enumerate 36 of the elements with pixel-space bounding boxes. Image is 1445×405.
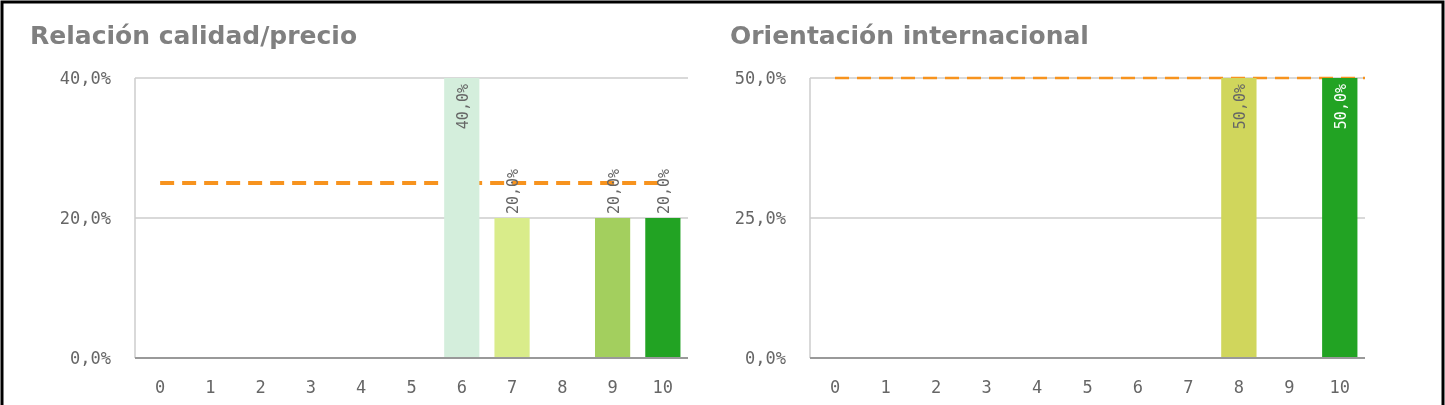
y-tick-label: 0,0% [70, 347, 111, 368]
x-tick-label: 5 [406, 377, 417, 397]
x-tick-label: 6 [456, 377, 467, 397]
x-tick-label: 1 [880, 377, 891, 397]
y-tick-label: 20,0% [59, 207, 111, 228]
x-tick-label: 8 [1233, 377, 1244, 397]
x-tick-label: 2 [255, 377, 266, 397]
y-tick-label: 50,0% [734, 67, 786, 88]
chart-title: Relación calidad/precio [30, 21, 358, 50]
chart-title: Orientación internacional [730, 21, 1089, 50]
x-tick-label: 4 [356, 377, 367, 397]
y-tick-label: 0,0% [745, 347, 786, 368]
x-tick-label: 7 [1183, 377, 1194, 397]
x-tick-label: 0 [155, 377, 166, 397]
data-label: 40,0% [453, 84, 472, 130]
x-tick-label: 6 [1132, 377, 1144, 397]
x-tick-label: 7 [506, 377, 518, 397]
x-tick-label: 9 [607, 377, 618, 397]
data-label: 20,0% [504, 168, 523, 214]
y-tick-label: 25,0% [734, 207, 786, 228]
x-tick-label: 9 [1284, 377, 1295, 397]
x-tick-label: 10 [1329, 377, 1351, 397]
x-tick-label: 2 [931, 377, 942, 397]
x-tick-label: 3 [305, 377, 317, 397]
y-tick-label: 40,0% [59, 67, 111, 88]
data-label: 20,0% [604, 168, 623, 214]
data-label: 20,0% [654, 168, 673, 214]
data-label: 50,0% [1230, 84, 1249, 130]
x-tick-label: 0 [830, 377, 841, 397]
data-label: 50,0% [1331, 84, 1350, 130]
x-tick-label: 4 [1031, 377, 1043, 397]
x-tick-label: 3 [981, 377, 992, 397]
x-tick-label: 10 [652, 377, 674, 397]
x-tick-label: 1 [205, 377, 216, 397]
x-tick-label: 8 [557, 377, 568, 397]
x-tick-label: 5 [1082, 377, 1093, 397]
